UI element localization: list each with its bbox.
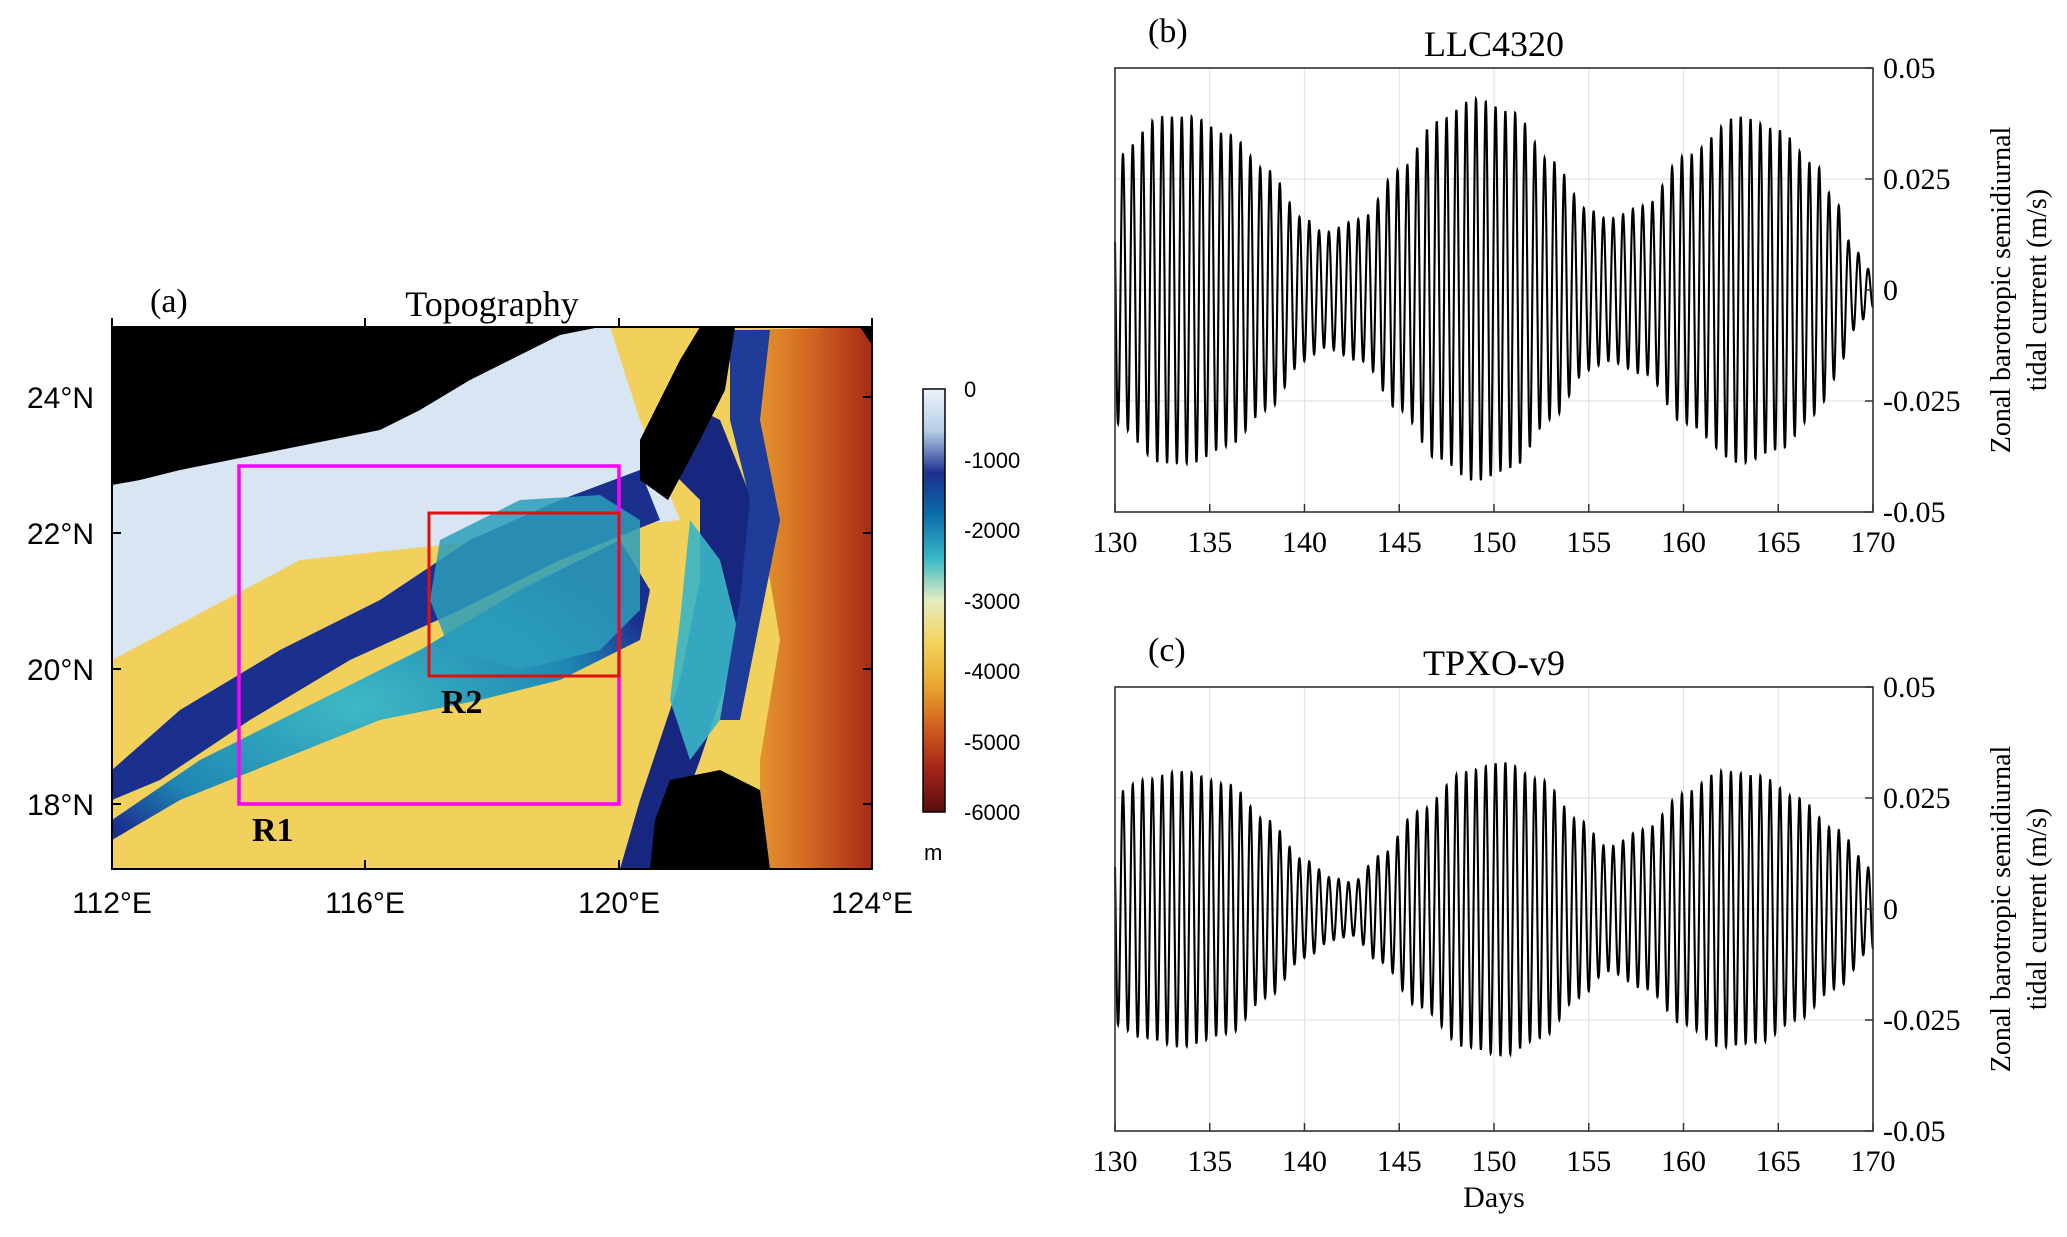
map-x-tick-labels: 112°E 116°E 120°E 124°E <box>72 887 913 920</box>
chart-c-title: TPXO-v9 <box>1423 643 1565 683</box>
chart-c-series-line <box>1113 762 1875 1058</box>
y-tick-18N: 18°N <box>27 789 94 822</box>
chart-tpxo-v9: 130 135 140 145 150 155 160 165 170 0.05 0.025 0 -0.… <box>1093 632 2054 1214</box>
chart-c-ylabel-line: tidal current (m/s) <box>2022 808 2053 1010</box>
luzon <box>650 770 770 869</box>
chart-b-xtick-label: 160 <box>1661 526 1706 559</box>
chart-b-title: LLC4320 <box>1424 24 1564 64</box>
chart-b-ylabel-line: Zonal barotropic semidiurnal <box>1986 127 2017 454</box>
x-tick-120E: 120°E <box>578 887 660 920</box>
chart-b-xtick-label: 140 <box>1282 526 1327 559</box>
chart-c-ytick-label: 0.05 <box>1883 671 1936 704</box>
chart-c-xtick-label: 155 <box>1566 1145 1611 1178</box>
chart-c-xtick-label: 160 <box>1661 1145 1706 1178</box>
chart-b-ylabel-line: tidal current (m/s) <box>2022 189 2053 391</box>
chart-c-xtick-label: 165 <box>1756 1145 1801 1178</box>
chart-b-xtick-label: 130 <box>1093 526 1138 559</box>
chart-b-ytick-label: -0.025 <box>1883 385 1961 418</box>
x-tick-112E: 112°E <box>72 887 152 920</box>
chart-b-xtick-label: 170 <box>1851 526 1896 559</box>
philippine-sea <box>740 327 872 869</box>
cbar-tick-4000: -4000 <box>964 659 1020 684</box>
east-trench <box>720 330 780 720</box>
chart-b-xtick-label: 145 <box>1377 526 1422 559</box>
chart-b-ytick-label: 0 <box>1883 274 1898 307</box>
chart-c-ylabel-line: Zonal barotropic semidiurnal <box>1986 746 2017 1073</box>
map-title: Topography <box>405 284 578 324</box>
chart-b-series-line <box>1113 95 1874 481</box>
chart-c-panel-label: (c) <box>1148 632 1186 669</box>
chart-b-xtick-label: 165 <box>1756 526 1801 559</box>
chart-c-xtick-label: 170 <box>1851 1145 1896 1178</box>
chart-c-ytick-label: -0.025 <box>1883 1004 1961 1037</box>
chart-llc4320: 130 135 140 145 150 155 160 165 170 0.05 0.025 0 -0.… <box>1093 13 2054 559</box>
colorbar-tick-labels: 0 -1000 -2000 -3000 -4000 -5000 -6000 <box>964 377 1020 825</box>
chart-c-xtick-label: 130 <box>1093 1145 1138 1178</box>
chart-c-ytick-label: 0 <box>1883 893 1898 926</box>
map-x-ticks <box>111 318 873 869</box>
chart-c-ytick-label: -0.05 <box>1883 1115 1946 1148</box>
region-r2-label: R2 <box>441 684 483 721</box>
taiwan <box>640 327 735 500</box>
y-tick-20N: 20°N <box>27 654 94 687</box>
mainland-china <box>112 327 600 485</box>
cbar-tick-3000: -3000 <box>964 589 1020 614</box>
chart-c-xtick-label: 135 <box>1187 1145 1232 1178</box>
chart-b-xtick-label: 155 <box>1566 526 1611 559</box>
map-body <box>112 327 872 869</box>
cbar-tick-2000: -2000 <box>964 518 1020 543</box>
y-tick-24N: 24°N <box>27 382 94 415</box>
chart-c-xtick-label: 145 <box>1377 1145 1422 1178</box>
map-frame <box>111 326 873 870</box>
chart-c-xtick-label: 140 <box>1282 1145 1327 1178</box>
chart-b-panel-label: (b) <box>1148 13 1188 50</box>
region-r1-label: R1 <box>252 812 294 849</box>
chart-c-xlabel: Days <box>1463 1181 1525 1214</box>
chart-b-ylabel: Zonal barotropic semidiurnal tidal curren… <box>1986 127 2053 454</box>
basin-north <box>430 495 640 670</box>
panel-a-label: (a) <box>150 283 188 320</box>
cbar-tick-5000: -5000 <box>964 730 1020 755</box>
chart-b-ytick-label: -0.05 <box>1883 496 1946 529</box>
topography-map-panel: (a) Topography <box>27 283 1020 920</box>
cbar-tick-0: 0 <box>964 377 976 402</box>
chart-b-ytick-label: 0.025 <box>1883 163 1951 196</box>
x-tick-116E: 116°E <box>325 887 405 920</box>
colorbar-unit: m <box>924 840 942 865</box>
colorbar <box>922 388 946 813</box>
y-tick-22N: 22°N <box>27 518 94 551</box>
chart-c-xtick-label: 150 <box>1472 1145 1517 1178</box>
chart-c-ytick-label: 0.025 <box>1883 782 1951 815</box>
x-tick-124E: 124°E <box>831 887 913 920</box>
pacific-land-corner <box>860 327 872 345</box>
chart-b-xtick-label: 150 <box>1472 526 1517 559</box>
map-y-tick-labels: 24°N 22°N 20°N 18°N <box>27 382 94 822</box>
chart-c-ylabel: Zonal barotropic semidiurnal tidal curren… <box>1986 746 2053 1073</box>
ridge-highlight <box>670 520 740 760</box>
cbar-tick-6000: -6000 <box>964 800 1020 825</box>
chart-b-ytick-label: 0.05 <box>1883 52 1936 85</box>
region-r2-box <box>427 511 621 678</box>
chart-b-xtick-label: 135 <box>1187 526 1232 559</box>
cbar-tick-1000: -1000 <box>964 448 1020 473</box>
map-y-ticks <box>112 396 872 805</box>
